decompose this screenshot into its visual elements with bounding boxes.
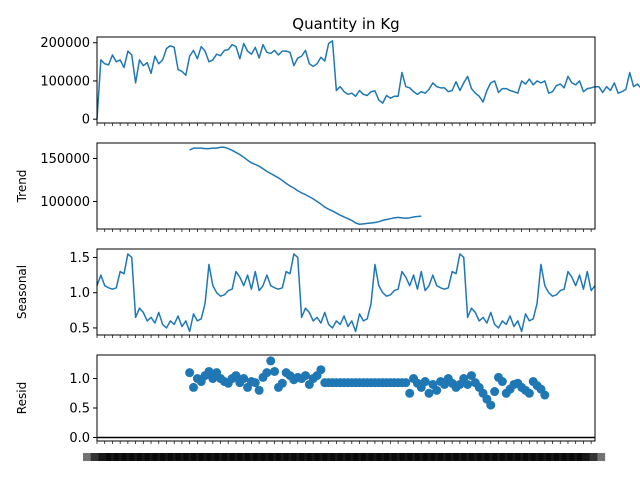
y-tick-label-resid: 1.0 [69, 372, 90, 387]
resid-point [231, 371, 241, 381]
y-tick-label-seasonal: 0.5 [69, 321, 90, 336]
y-tick-label-observed: 200000 [40, 36, 90, 51]
resid-point [463, 379, 473, 389]
y-tick-label-trend: 150000 [40, 152, 90, 167]
resid-point [254, 385, 264, 395]
resid-point [486, 400, 496, 410]
resid-point [250, 378, 260, 388]
y-axis-label-trend: Trend [15, 170, 29, 204]
y-tick-label-resid: 0.0 [69, 431, 90, 446]
panel-frame-seasonal [96, 248, 596, 336]
panel-frame-trend [96, 142, 596, 230]
resid-point [316, 365, 326, 375]
y-axis-label-seasonal: Seasonal [15, 265, 29, 319]
resid-point [466, 371, 476, 381]
resid-point [204, 366, 214, 376]
resid-point [185, 368, 195, 378]
y-tick-label-trend: 100000 [40, 195, 90, 210]
resid-point [497, 377, 507, 387]
resid-point [490, 387, 500, 397]
x-tick-label-mark [577, 453, 606, 461]
series-line-seasonal [96, 253, 596, 333]
panel-resid: 0.0 0.5 1.0 Resid [15, 354, 596, 446]
resid-point [405, 388, 415, 398]
x-tick-label-band [83, 453, 606, 461]
y-tick-label-observed: 0 [82, 113, 90, 128]
y-tick-label-observed: 100000 [40, 74, 90, 89]
y-tick-label-seasonal: 1.5 [69, 251, 90, 266]
series-line-observed [96, 40, 640, 120]
y-tick-label-seasonal: 1.0 [69, 286, 90, 301]
resid-point [424, 388, 434, 398]
panel-trend: 100000 150000 Trend [15, 142, 596, 232]
resid-point [420, 377, 430, 387]
panel-observed: 0 100000 200000 [40, 36, 640, 128]
panels: 0 100000 200000 100000 150000 Trend 0.5 1.0 1.5 S… [15, 36, 640, 461]
resid-point [189, 382, 199, 392]
y-tick-label-resid: 0.5 [69, 402, 90, 417]
y-axis-label-resid: Resid [15, 382, 29, 414]
series-line-trend [189, 146, 422, 226]
panel-frame-observed [96, 36, 596, 124]
resid-point [401, 378, 411, 388]
resid-point [277, 378, 287, 388]
resid-point [432, 385, 442, 395]
resid-point [524, 388, 534, 398]
resid-point [266, 356, 276, 366]
figure-title: Quantity in Kg [292, 15, 399, 33]
resid-point [239, 374, 249, 384]
resid-point [540, 390, 550, 400]
panel-seasonal: 0.5 1.0 1.5 Seasonal [15, 248, 596, 338]
resid-point [300, 371, 310, 381]
panel-frame-resid [96, 354, 596, 442]
resid-point [262, 368, 272, 378]
resid-point [270, 366, 280, 376]
